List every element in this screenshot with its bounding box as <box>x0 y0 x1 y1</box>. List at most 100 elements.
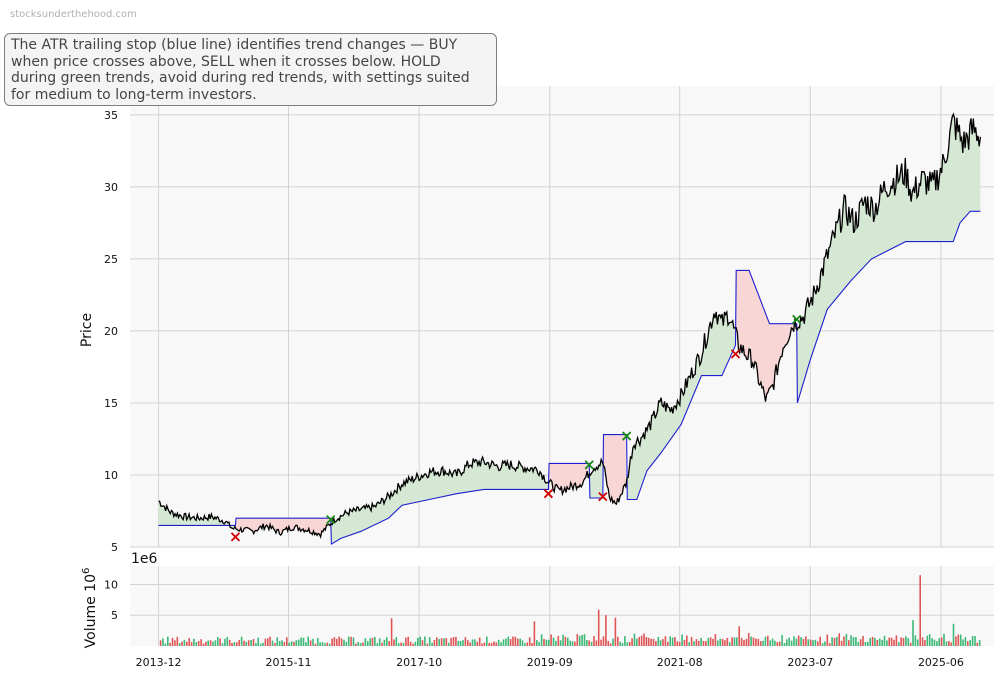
volume-bar <box>431 642 433 646</box>
down-trend-fill <box>236 518 330 537</box>
volume-panel: 5 10 <box>104 566 994 646</box>
volume-bar <box>536 640 538 646</box>
volume-bar <box>809 639 812 646</box>
volume-bar <box>628 642 631 646</box>
volume-bar <box>686 635 688 646</box>
volume-bar <box>781 634 783 646</box>
volume-bar <box>626 642 629 646</box>
volume-bar <box>871 636 874 646</box>
volume-bar <box>619 641 621 646</box>
volume-bar <box>859 639 862 646</box>
volume-bar <box>178 643 181 646</box>
volume-bar <box>769 640 771 646</box>
volume-bar <box>271 640 274 646</box>
volume-bar <box>617 636 619 646</box>
volume-bar <box>164 643 167 646</box>
sell-marker-stroke <box>598 491 608 502</box>
volume-bar <box>545 639 548 646</box>
volume-bar <box>717 640 719 646</box>
volume-bar <box>788 637 790 646</box>
volume-bar <box>926 635 929 646</box>
sell-marker-stroke <box>230 532 241 542</box>
volume-bar <box>738 626 740 646</box>
volume-bar <box>440 638 443 646</box>
volume-bar <box>586 640 588 646</box>
price-tick-label: 35 <box>104 109 118 122</box>
volume-bar <box>624 636 626 646</box>
volume-bar <box>681 634 683 646</box>
volume-bar <box>417 637 419 646</box>
volume-bar <box>886 640 888 646</box>
volume-bar <box>347 636 350 646</box>
up-trend-fill <box>797 114 981 400</box>
volume-bar <box>252 639 255 646</box>
volume-bar <box>533 621 536 646</box>
volume-bar <box>326 642 329 646</box>
volume-bar <box>462 640 464 646</box>
volume-bar <box>636 638 638 646</box>
volume-bar <box>974 636 976 646</box>
volume-bar <box>333 637 336 646</box>
volume-bar <box>655 641 657 646</box>
volume-bar <box>867 641 869 646</box>
volume-bar <box>731 637 733 646</box>
volume-bar <box>802 639 805 646</box>
volume-bar <box>414 641 417 646</box>
volume-bar <box>195 642 198 646</box>
volume-bar <box>226 637 229 646</box>
volume-bar <box>293 641 295 646</box>
volume-bar <box>538 642 540 646</box>
volume-bar <box>381 642 383 646</box>
volume-bar <box>790 640 793 646</box>
volume-bar <box>709 637 712 646</box>
volume-bar <box>683 640 686 646</box>
volume-bar <box>369 638 371 646</box>
volume-bar <box>652 638 655 646</box>
volume-bar <box>888 637 890 646</box>
volume-bar <box>745 638 748 646</box>
volume-bar <box>600 639 602 646</box>
volume-axis-label: Volume 106 <box>81 568 99 649</box>
volume-bar <box>605 615 607 646</box>
volume-bar <box>302 637 305 646</box>
volume-bar <box>247 640 250 646</box>
volume-bar <box>502 639 505 646</box>
volume-bar <box>490 642 493 646</box>
volume-bar <box>752 637 755 646</box>
volume-bar <box>355 643 357 646</box>
buy-marker-stroke <box>621 431 632 441</box>
x-tick-label: 2021-08 <box>657 656 703 669</box>
volume-bar <box>943 633 945 646</box>
volume-bar <box>881 639 883 646</box>
volume-bar <box>526 642 529 646</box>
volume-bar <box>236 642 238 646</box>
volume-bar <box>831 637 833 646</box>
volume-bar <box>200 639 202 646</box>
volume-bar <box>221 643 224 646</box>
volume-bar <box>264 638 267 646</box>
volume-bar <box>807 639 810 646</box>
price-tick-label: 15 <box>104 397 118 410</box>
price-panel: 5 10 15 20 25 30 35 <box>104 86 994 554</box>
volume-bar <box>174 640 176 646</box>
volume-bar <box>962 639 964 646</box>
volume-bar <box>621 643 624 646</box>
volume-bar <box>959 634 962 646</box>
volume-bar <box>202 643 205 646</box>
volume-bar <box>797 635 800 646</box>
volume-bar <box>890 637 893 646</box>
volume-bar <box>519 638 521 646</box>
buy-marker-stroke <box>584 460 594 470</box>
volume-bar <box>814 639 817 646</box>
volume-bar <box>338 636 340 646</box>
volume-bar <box>878 638 881 646</box>
volume-bar <box>728 642 731 646</box>
volume-bar <box>471 639 474 646</box>
volume-bar <box>467 640 469 646</box>
volume-bar <box>190 642 193 646</box>
volume-bar <box>838 633 840 646</box>
volume-bar <box>452 637 455 646</box>
up-trend-fill <box>158 501 235 529</box>
x-tick-label: 2019-09 <box>527 656 573 669</box>
